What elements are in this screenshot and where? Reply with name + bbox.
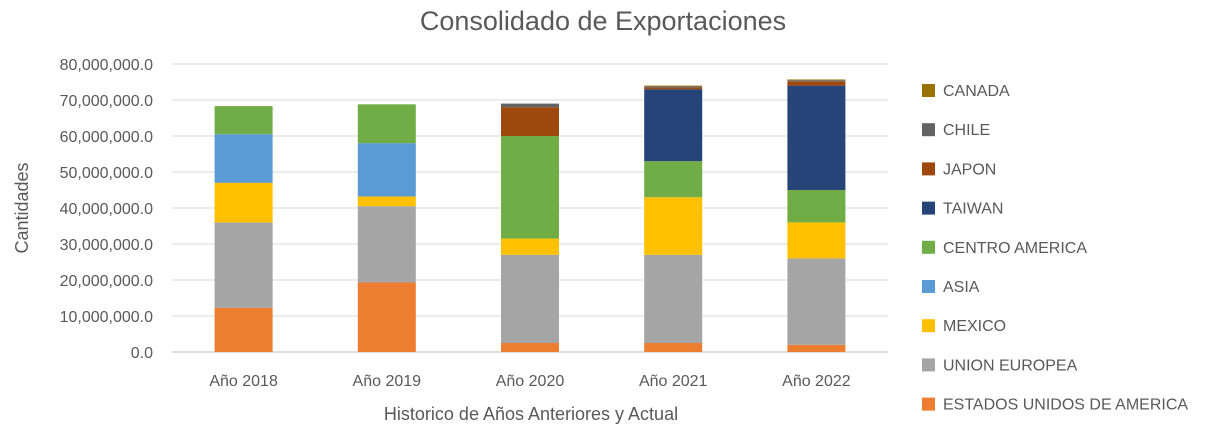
x-tick-label: Año 2022 xyxy=(782,373,851,390)
bar-segment-asia xyxy=(214,134,273,183)
legend-label: TAIWAN xyxy=(943,201,1003,218)
legend-label: UNION EUROPEA xyxy=(943,357,1078,374)
legend-swatch xyxy=(922,123,935,137)
legend-swatch xyxy=(922,84,935,97)
legend-item: CHILE xyxy=(922,122,990,139)
x-tick-label: Año 2020 xyxy=(496,373,565,390)
y-axis-title: Cantidades xyxy=(12,162,32,253)
bar-segment-chile xyxy=(787,80,846,82)
legend-swatch xyxy=(922,201,935,215)
bar-segment-taiwan xyxy=(644,89,703,162)
bar-segment-estados-unidos-de-america xyxy=(644,343,703,352)
bar-segment-taiwan xyxy=(787,85,846,190)
legend-label: MEXICO xyxy=(943,318,1006,335)
legend-label: CHILE xyxy=(943,122,990,139)
y-tick-label: 30,000,000.0 xyxy=(60,237,154,254)
bar-segment-union-europea xyxy=(787,258,846,345)
x-axis-title: Historico de Años Anteriores y Actual xyxy=(384,404,678,424)
legend-item: TAIWAN xyxy=(922,201,1003,218)
y-tick-label: 0.0 xyxy=(131,345,153,362)
legend-label: ESTADOS UNIDOS DE AMERICA xyxy=(943,397,1188,414)
legend-item: UNION EUROPEA xyxy=(922,357,1078,374)
bar-segment-canada xyxy=(787,79,846,81)
legend-item: CANADA xyxy=(922,83,1010,100)
y-axis-ticks: 0.0 10,000,000.0 20,000,000.0 30,000,000.0 4… xyxy=(60,57,154,362)
bar-segment-union-europea xyxy=(357,206,416,283)
bar-segment-union-europea xyxy=(644,254,703,343)
legend-item: ESTADOS UNIDOS DE AMERICA xyxy=(922,397,1188,414)
legend-swatch xyxy=(922,240,935,254)
bar-segment-asia xyxy=(357,143,416,197)
bar-segment-japon xyxy=(501,107,559,136)
y-tick-label: 10,000,000.0 xyxy=(60,309,154,326)
bar-segment-chile xyxy=(644,86,703,88)
legend-item: JAPON xyxy=(922,161,996,178)
legend-item: MEXICO xyxy=(922,318,1006,335)
bar-segment-centro-america xyxy=(214,106,273,135)
legend-swatch xyxy=(922,162,935,176)
chart-title: Consolidado de Exportaciones xyxy=(420,6,786,36)
bars xyxy=(214,79,846,352)
bar-segment-japon xyxy=(644,87,703,90)
bar-segment-japon xyxy=(787,81,846,86)
y-tick-label: 60,000,000.0 xyxy=(60,129,154,146)
bar-segment-estados-unidos-de-america xyxy=(357,282,416,352)
x-tick-label: Año 2018 xyxy=(209,373,278,390)
bar-segment-mexico xyxy=(644,197,703,255)
legend: CANADA CHILE JAPON TAIWAN CENTRO AMERICA ASIA… xyxy=(922,83,1188,414)
bar-segment-mexico xyxy=(357,196,416,207)
legend-label: CANADA xyxy=(943,83,1010,100)
legend-swatch xyxy=(922,397,935,411)
bar-segment-canada xyxy=(644,85,703,87)
y-tick-label: 50,000,000.0 xyxy=(60,165,154,182)
bar-segment-union-europea xyxy=(214,222,273,308)
bar-segment-centro-america xyxy=(357,104,416,144)
bar-segment-centro-america xyxy=(644,161,703,198)
legend-swatch xyxy=(922,280,935,293)
legend-swatch xyxy=(922,358,935,372)
y-tick-label: 70,000,000.0 xyxy=(60,93,154,110)
y-tick-label: 80,000,000.0 xyxy=(60,57,154,74)
x-axis-ticks: Año 2018 Año 2019 Año 2020 Año 2021 Año 2022 xyxy=(209,373,850,390)
y-tick-label: 40,000,000.0 xyxy=(60,201,154,218)
bar-segment-estados-unidos-de-america xyxy=(787,344,846,352)
bar-segment-mexico xyxy=(214,182,273,223)
legend-swatch xyxy=(922,319,935,333)
bar-segment-centro-america xyxy=(501,136,559,239)
y-tick-label: 20,000,000.0 xyxy=(60,273,154,290)
bar-segment-chile xyxy=(501,103,559,108)
legend-label: JAPON xyxy=(943,161,996,178)
x-tick-label: Año 2021 xyxy=(639,373,708,390)
legend-label: CENTRO AMERICA xyxy=(943,240,1087,257)
bar-segment-mexico xyxy=(501,238,559,255)
bar-segment-mexico xyxy=(787,222,846,259)
x-tick-label: Año 2019 xyxy=(353,373,422,390)
bar-segment-union-europea xyxy=(501,254,559,343)
bar-segment-centro-america xyxy=(787,190,846,223)
legend-item: ASIA xyxy=(922,279,980,296)
legend-item: CENTRO AMERICA xyxy=(922,240,1087,257)
legend-label: ASIA xyxy=(943,279,980,296)
bar-segment-estados-unidos-de-america xyxy=(214,307,273,352)
bar-segment-estados-unidos-de-america xyxy=(501,343,559,352)
